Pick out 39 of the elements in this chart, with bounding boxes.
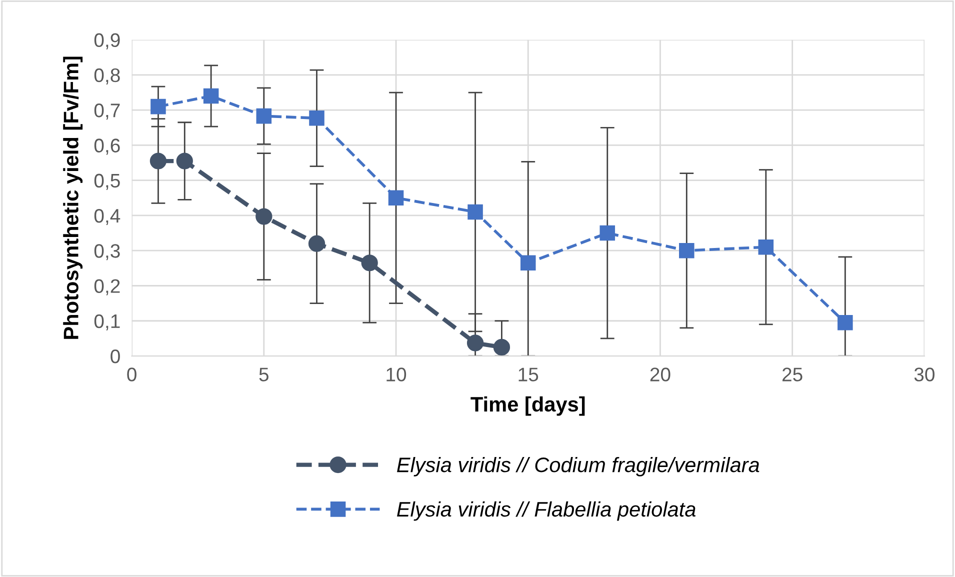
y-tick-label: 0,4 xyxy=(94,208,120,226)
legend-label: Elysia viridis // Flabellia petiolata xyxy=(397,501,696,521)
x-tick-label: 20 xyxy=(650,368,670,382)
point xyxy=(309,110,324,126)
x-tick-label: 30 xyxy=(914,368,934,382)
point xyxy=(493,338,510,356)
y-tick-label: 0,5 xyxy=(94,174,120,190)
point xyxy=(838,314,853,330)
point xyxy=(308,235,326,252)
y-tick-label: 0,2 xyxy=(94,279,120,296)
point xyxy=(203,88,219,104)
point xyxy=(679,242,694,258)
point xyxy=(520,255,536,271)
y-tick-label: 0,7 xyxy=(94,104,120,120)
y-tick-label: 0,3 xyxy=(94,244,120,260)
legend-label: Elysia viridis // Codium fragile/vermilara xyxy=(397,456,760,476)
point xyxy=(256,108,272,124)
point xyxy=(468,204,483,220)
point xyxy=(256,208,272,225)
point xyxy=(176,152,193,170)
point xyxy=(600,225,616,241)
point xyxy=(758,239,774,255)
y-tick-label: 0 xyxy=(110,349,120,364)
point xyxy=(150,152,167,170)
y-axis-title: Photosynthetic yield [Fv/Fm] xyxy=(63,56,83,339)
y-tick-label: 0,6 xyxy=(94,138,120,155)
point xyxy=(150,98,166,114)
x-tick-label: 15 xyxy=(518,368,538,382)
y-tick-label: 0,1 xyxy=(94,314,120,330)
y-tick-label: 0,9 xyxy=(94,33,120,50)
x-tick-label: 10 xyxy=(386,368,406,382)
y-tick-label: 0,8 xyxy=(94,68,120,84)
x-tick-label: 0 xyxy=(127,368,136,382)
point xyxy=(466,334,484,352)
x-tick-label: 25 xyxy=(782,368,802,382)
point xyxy=(361,254,378,272)
point xyxy=(388,190,404,206)
x-axis-title: Time [days] xyxy=(470,396,585,416)
x-tick-label: 5 xyxy=(259,368,268,382)
